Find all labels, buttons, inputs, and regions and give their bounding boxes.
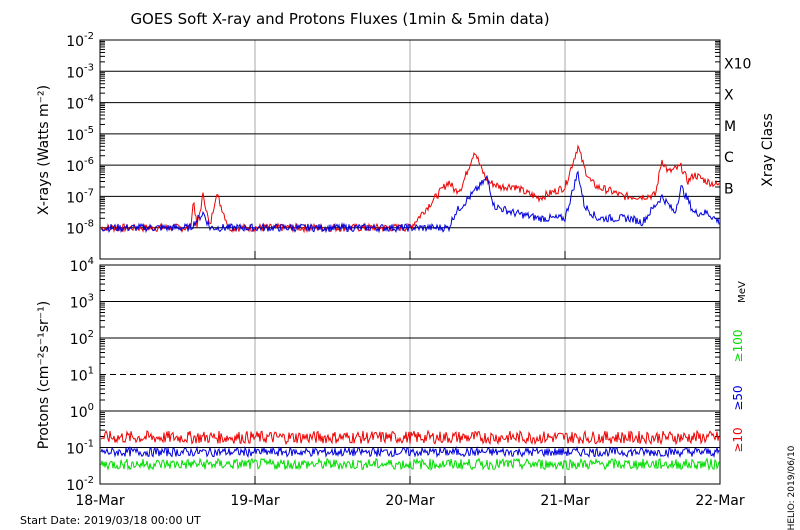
- start-date-label: Start Date: 2019/03/18 00:00 UT: [20, 514, 201, 527]
- y-tick-label: 104: [70, 256, 94, 275]
- x-tick-label: 20-Mar: [385, 493, 435, 509]
- xray-class-label: M: [724, 119, 736, 135]
- proton-legend-label: ≥100: [731, 330, 745, 363]
- y-tick-label: 10-4: [66, 94, 94, 113]
- y-tick-label: 10-5: [66, 125, 94, 144]
- proton-series-red: [100, 429, 720, 446]
- chart-title: GOES Soft X-ray and Protons Fluxes (1min…: [130, 10, 549, 28]
- proton-series-green: [100, 457, 720, 472]
- proton-energy-unit: MeV: [737, 281, 748, 303]
- y-tick-label: 10-7: [66, 187, 94, 206]
- y-tick-label: 101: [70, 366, 94, 385]
- xray-series-blue: [100, 170, 720, 234]
- credit-label: HELIO: 2019/06/10: [787, 445, 797, 530]
- xray-class-label: B: [724, 181, 734, 197]
- y-tick-label: 10-1: [66, 439, 94, 458]
- x-tick-label: 19-Mar: [230, 493, 280, 509]
- proton-frame: [99, 264, 721, 485]
- xray-class-label: C: [724, 150, 734, 166]
- proton-series-group: [100, 429, 720, 472]
- x-axis-tick-labels: 18-Mar 19-Mar 20-Mar 21-Mar 22-Mar: [75, 493, 745, 509]
- y-tick-label: 10-3: [66, 62, 94, 81]
- proton-series-blue: [100, 445, 720, 459]
- xray-y-axis-title: X-rays (Watts m⁻²): [36, 85, 52, 215]
- xray-series-group: [100, 144, 720, 234]
- proton-panel: 104 103 102 101 100 10-1 10-2 MeV ≥10 ≥50 ≥100 P…: [36, 256, 748, 494]
- proton-legend-label: ≥10: [731, 427, 745, 452]
- y-tick-label: 10-6: [66, 156, 94, 175]
- xray-series-red: [100, 144, 720, 234]
- x-tick-label: 18-Mar: [75, 493, 125, 509]
- y-tick-label: 103: [70, 293, 94, 312]
- proton-gridlines: [99, 265, 721, 484]
- y-tick-label: 102: [70, 329, 94, 348]
- proton-y-axis-title: Protons (cm⁻²s⁻¹sr⁻¹): [36, 301, 52, 450]
- proton-y-tick-labels: 104 103 102 101 100 10-1 10-2: [66, 256, 94, 494]
- x-tick-label: 22-Mar: [695, 493, 745, 509]
- xray-class-label: X: [724, 88, 734, 104]
- x-tick-label: 21-Mar: [540, 493, 590, 509]
- y-tick-label: 10-2: [66, 475, 94, 494]
- xray-class-axis-title: Xray Class: [760, 113, 776, 187]
- y-tick-label: 10-2: [66, 31, 94, 50]
- xray-frame: [99, 39, 721, 260]
- proton-legend-label: ≥50: [731, 385, 745, 410]
- y-tick-label: 100: [70, 402, 94, 421]
- xray-y-tick-labels: 10-2 10-3 10-4 10-5 10-6 10-7 10-8: [66, 31, 94, 238]
- y-tick-label: 10-8: [66, 219, 94, 238]
- proton-legend: ≥10 ≥50 ≥100: [731, 330, 745, 453]
- xray-class-label: X10: [724, 56, 751, 72]
